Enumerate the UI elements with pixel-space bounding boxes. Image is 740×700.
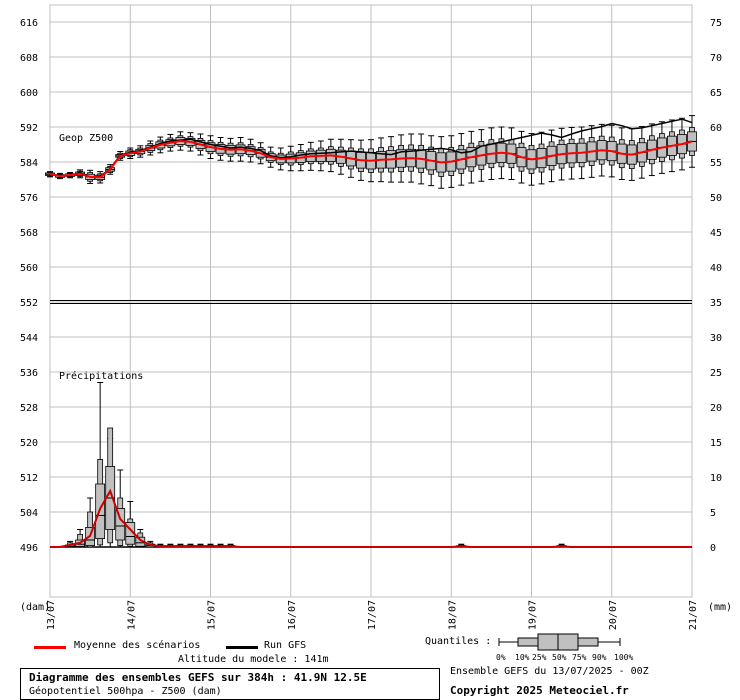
chart-grid — [49, 4, 693, 598]
x-tick-label: 19/07 — [528, 600, 539, 630]
gfs-run-line — [49, 118, 693, 178]
left-tick-label: 600 — [20, 88, 38, 99]
right-tick-label: 40 — [710, 263, 722, 274]
x-tick-label: 21/07 — [688, 600, 699, 630]
right-tick-label: 45 — [710, 228, 722, 239]
left-tick-label: 584 — [20, 158, 38, 169]
quantile-value-label: 25% — [532, 653, 547, 662]
legend-gfs-swatch — [226, 646, 258, 649]
precip-panel-label: Précipitations — [59, 370, 143, 382]
precip-box — [85, 497, 96, 548]
right-tick-label: 60 — [710, 123, 722, 134]
left-tick-label: 552 — [20, 298, 38, 309]
legend-mean-swatch — [34, 646, 66, 649]
quantile-box-key — [498, 633, 621, 651]
right-tick-label: 10 — [710, 473, 722, 484]
quantile-value-label: 100% — [614, 653, 634, 662]
right-tick-label: 30 — [710, 333, 722, 344]
left-axis-unit: (dam) — [20, 602, 50, 613]
legend-gfs-label: Run GFS — [264, 640, 307, 651]
precip-box — [125, 501, 136, 548]
left-axis-ticks: 616 608 600 592 584 576 568 560 552 544 536 528 520 5… — [20, 18, 38, 554]
precip-mean-line — [50, 488, 692, 548]
quantile-value-label: 50% — [552, 653, 567, 662]
copyright: Copyright 2025 Meteociel.fr — [450, 684, 629, 697]
right-tick-label: 55 — [710, 158, 722, 169]
precip-box — [135, 529, 146, 548]
x-axis-ticks: 13/07 14/07 15/07 16/07 17/07 18/07 19/07 20/07… — [46, 600, 699, 630]
left-tick-label: 528 — [20, 403, 38, 414]
chart-info-box: Diagramme des ensembles GEFS sur 384h : … — [20, 668, 440, 700]
precip-inner-box — [115, 508, 126, 541]
left-tick-label: 520 — [20, 438, 38, 449]
x-tick-label: 13/07 — [46, 600, 57, 630]
z500-mean-line — [49, 139, 693, 179]
series-lines — [49, 118, 693, 548]
left-tick-label: 544 — [20, 333, 38, 344]
left-tick-label: 560 — [20, 263, 38, 274]
model-altitude: Altitude du modele : 141m — [178, 654, 329, 665]
quantile-value-label: 0% — [496, 653, 506, 662]
right-tick-label: 35 — [710, 298, 722, 309]
left-tick-label: 608 — [20, 53, 38, 64]
right-tick-label: 15 — [710, 438, 722, 449]
z500-panel-label: Geop Z500 — [59, 133, 113, 144]
left-tick-label: 576 — [20, 193, 38, 204]
right-tick-label: 5 — [710, 508, 716, 519]
left-tick-label: 616 — [20, 18, 38, 29]
right-tick-label: 20 — [710, 403, 722, 414]
chart-footer: Moyenne des scénarios Run GFS Altitude d… — [0, 632, 740, 700]
right-tick-label: 65 — [710, 88, 722, 99]
quantile-value-label: 75% — [572, 653, 587, 662]
x-tick-label: 18/07 — [447, 600, 458, 630]
right-tick-label: 70 — [710, 53, 722, 64]
ensemble-chart: 6166086005925845765685605525445365285205… — [20, 4, 732, 630]
quantiles-label: Quantiles : — [425, 636, 492, 647]
left-tick-label: 496 — [20, 543, 38, 554]
x-tick-label: 17/07 — [367, 600, 378, 630]
x-tick-label: 15/07 — [207, 600, 218, 630]
left-tick-label: 536 — [20, 368, 38, 379]
right-tick-label: 25 — [710, 368, 722, 379]
right-tick-label: 0 — [710, 543, 716, 554]
quantile-value-label: 10% — [515, 653, 530, 662]
chart-title: Diagramme des ensembles GEFS sur 384h : … — [29, 671, 367, 684]
left-tick-label: 568 — [20, 228, 38, 239]
chart-subtitle: Géopotentiel 500hpa - Z500 (dam) — [29, 686, 222, 697]
x-tick-label: 14/07 — [126, 600, 137, 630]
right-axis-unit: (mm) — [708, 602, 732, 613]
x-tick-label: 20/07 — [608, 600, 619, 630]
quantile-value-label: 90% — [592, 653, 607, 662]
left-tick-label: 504 — [20, 508, 38, 519]
legend-mean-label: Moyenne des scénarios — [74, 640, 201, 651]
right-tick-label: 50 — [710, 193, 722, 204]
ensemble-run-info: Ensemble GEFS du 13/07/2025 - 00Z — [450, 666, 649, 677]
precip-box — [105, 427, 116, 548]
left-tick-label: 512 — [20, 473, 38, 484]
right-tick-label: 75 — [710, 18, 722, 29]
left-tick-label: 592 — [20, 123, 38, 134]
x-tick-label: 16/07 — [287, 600, 298, 630]
